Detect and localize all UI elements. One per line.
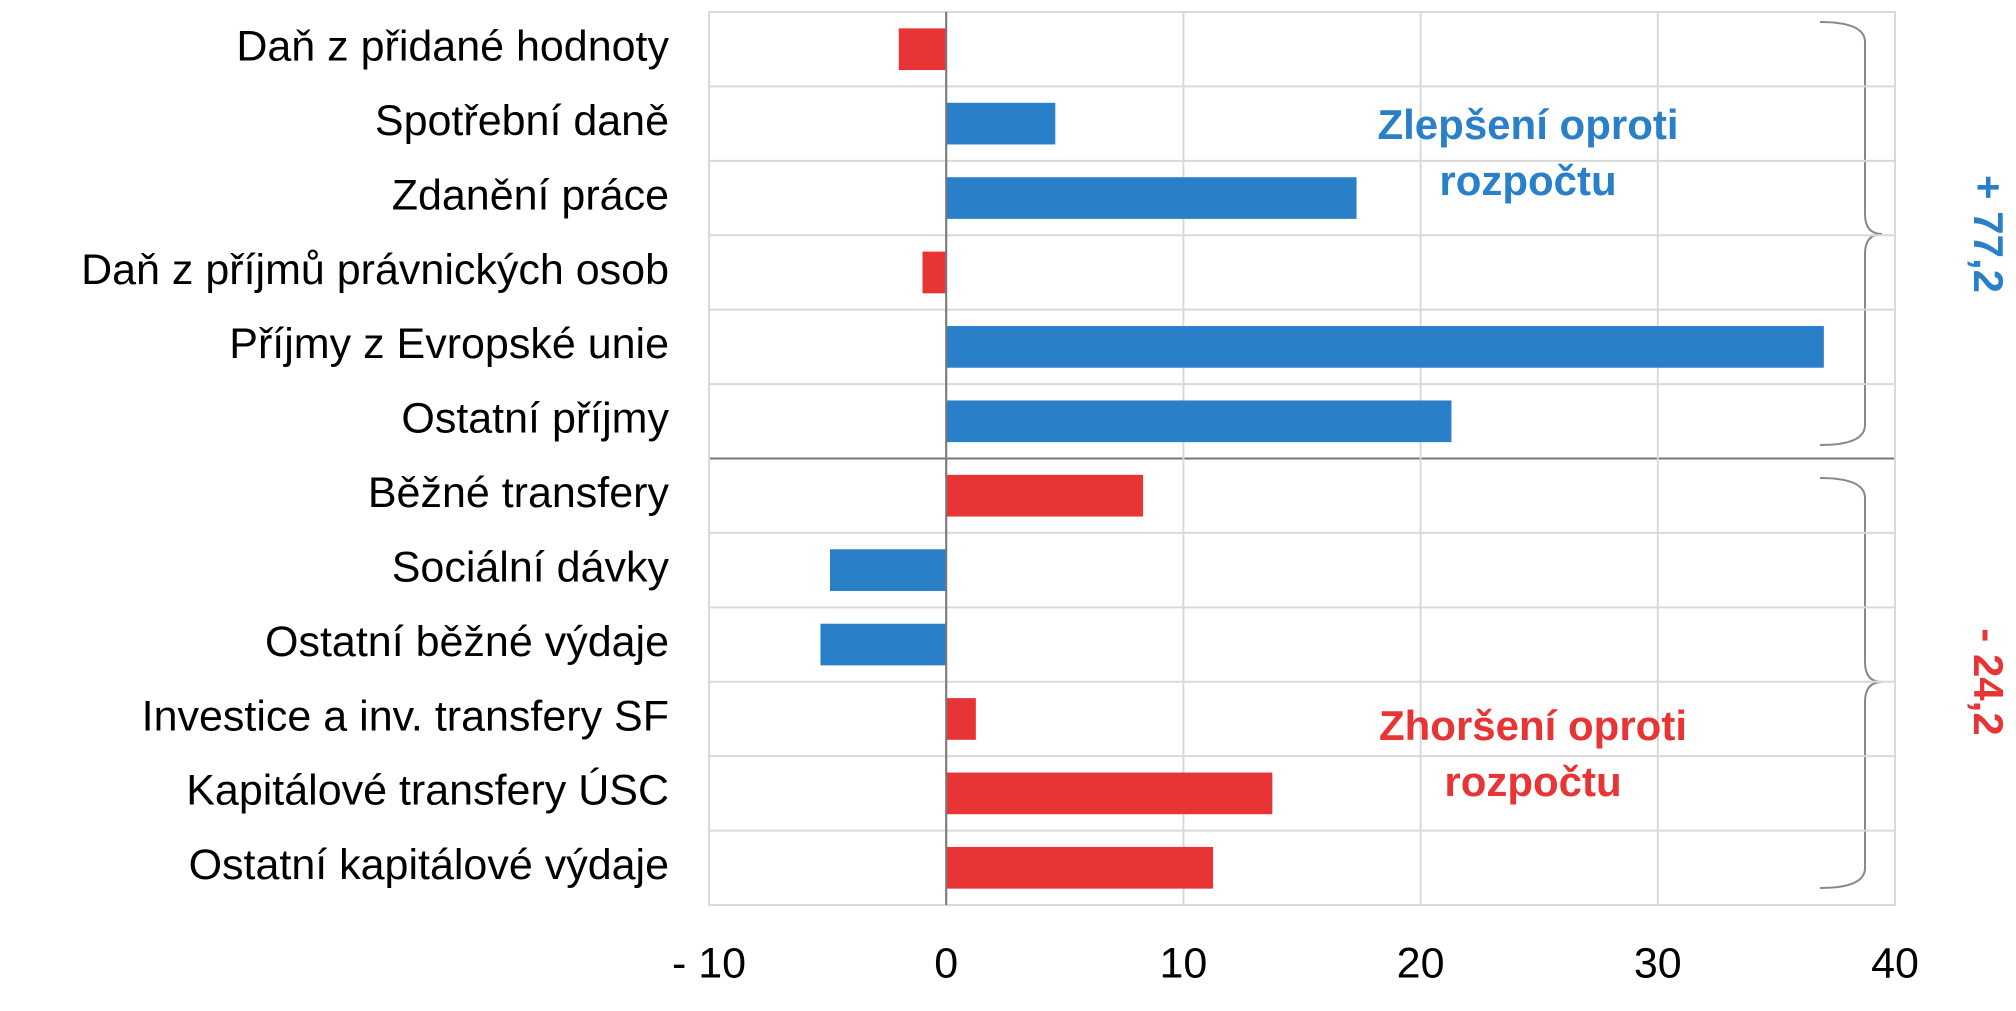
- y-tick-label: Daň z přidané hodnoty: [236, 23, 669, 71]
- bar: [946, 326, 1824, 368]
- total-label: - 24,2: [1965, 628, 2012, 735]
- x-tick-label: - 10: [672, 939, 746, 987]
- y-tick-label: Příjmy z Evropské unie: [229, 320, 669, 368]
- brace: [1819, 21, 1883, 446]
- y-tick-label: Ostatní kapitálové výdaje: [189, 841, 669, 889]
- y-tick-label: Kapitálové transfery ÚSC: [186, 767, 669, 815]
- bar: [946, 400, 1452, 443]
- bar: [946, 474, 1144, 517]
- y-tick-label: Zdanění práce: [392, 171, 669, 219]
- total-label: + 77,2: [1965, 175, 2012, 293]
- bar: [922, 251, 947, 294]
- annotation: rozpočtu: [1439, 157, 1616, 204]
- bar: [946, 102, 1056, 145]
- brace: [1819, 477, 1883, 889]
- bar: [820, 623, 947, 666]
- x-tick-label: 30: [1634, 939, 1682, 987]
- bar: [946, 772, 1273, 815]
- y-tick-label: Ostatní běžné výdaje: [265, 618, 669, 666]
- annotation: Zlepšení oproti: [1377, 101, 1678, 148]
- bar: [946, 698, 976, 740]
- annotation: rozpočtu: [1444, 758, 1621, 805]
- x-tick-label: 20: [1397, 939, 1445, 987]
- bar: [898, 28, 947, 71]
- y-tick-label: Investice a inv. transfery SF: [142, 692, 669, 740]
- x-tick-label: 40: [1871, 939, 1919, 987]
- x-tick-label: 10: [1159, 939, 1207, 987]
- bar: [829, 549, 947, 591]
- bar: [946, 177, 1357, 219]
- x-tick-label: 0: [934, 939, 958, 987]
- y-tick-label: Daň z příjmů právnických osob: [81, 246, 669, 294]
- annotation: Zhoršení oproti: [1379, 702, 1687, 749]
- bar: [946, 846, 1214, 889]
- y-tick-label: Spotřební daně: [375, 97, 669, 145]
- y-tick-label: Sociální dávky: [392, 543, 670, 591]
- plot-area: [708, 11, 1896, 906]
- y-tick-label: Ostatní příjmy: [401, 395, 669, 443]
- y-tick-label: Běžné transfery: [368, 469, 670, 517]
